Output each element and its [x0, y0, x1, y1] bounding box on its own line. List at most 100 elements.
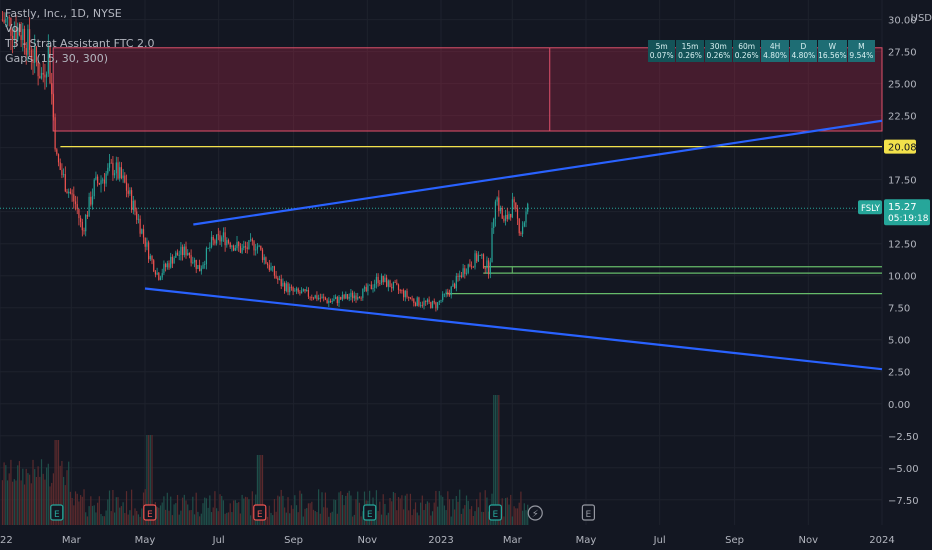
- volume-bar: [446, 510, 447, 525]
- candle-body: [175, 253, 176, 258]
- volume-bar: [396, 510, 397, 525]
- candle-body: [328, 301, 329, 303]
- volume-bar: [167, 493, 168, 525]
- timeframe-label: 60m: [733, 42, 760, 51]
- candle-body: [369, 285, 370, 286]
- volume-bar: [344, 505, 345, 525]
- volume-bar: [140, 517, 141, 525]
- candle-body: [43, 73, 44, 75]
- candle-body: [500, 208, 501, 211]
- candle-body: [119, 167, 120, 178]
- volume-bar: [180, 511, 181, 525]
- earnings-event-glyph: E: [257, 510, 263, 520]
- timeframe-cell: 60m 0.26%: [733, 40, 760, 62]
- candle-body: [495, 202, 496, 219]
- candle-body: [345, 294, 346, 298]
- gaps-indicator-label[interactable]: Gaps (15, 30, 300): [5, 51, 155, 66]
- candle-body: [143, 229, 144, 237]
- volume-indicator-label[interactable]: Vol: [5, 21, 155, 36]
- volume-bar: [126, 491, 127, 525]
- candle-body: [262, 250, 263, 260]
- timeframe-cell: D 4.80%: [790, 40, 817, 62]
- strat-indicator-label[interactable]: T3 - Strat Assistant FTC 2.0: [5, 36, 155, 51]
- volume-bar: [211, 512, 212, 525]
- volume-bar: [114, 513, 115, 525]
- volume-bar: [483, 512, 484, 525]
- candle-body: [72, 193, 73, 194]
- volume-bar: [223, 500, 224, 525]
- volume-bar: [451, 517, 452, 525]
- volume-bar: [408, 510, 409, 525]
- candle-body: [87, 215, 88, 217]
- timeframe-value: 0.07%: [648, 51, 675, 60]
- symbol-title[interactable]: Fastly, Inc., 1D, NYSE: [5, 6, 155, 21]
- volume-bar: [289, 513, 290, 525]
- candle-body: [202, 265, 203, 269]
- candle-body: [99, 183, 100, 184]
- volume-bar: [194, 514, 195, 525]
- volume-bar: [27, 473, 28, 525]
- candle-body: [214, 240, 215, 243]
- volume-bar: [413, 509, 414, 525]
- volume-bar: [12, 482, 13, 525]
- candle-body: [100, 180, 101, 184]
- candle-body: [82, 222, 83, 230]
- candle-body: [179, 255, 180, 256]
- volume-bar: [19, 461, 20, 525]
- volume-bar: [187, 504, 188, 525]
- volume-bar: [432, 511, 433, 525]
- volume-bar: [480, 492, 481, 525]
- volume-bar: [379, 502, 380, 525]
- volume-bar: [204, 498, 205, 525]
- volume-bar: [449, 499, 450, 525]
- candle-body: [116, 162, 117, 173]
- candle-body: [527, 204, 528, 212]
- volume-bar: [272, 515, 273, 525]
- candle-body: [378, 277, 379, 283]
- volume-bar: [192, 497, 193, 525]
- volume-bar: [138, 514, 139, 525]
- volume-bar: [247, 497, 248, 525]
- candle-body: [187, 253, 188, 255]
- candle-body: [418, 297, 419, 305]
- volume-bar: [22, 469, 23, 525]
- volume-bar: [306, 508, 307, 525]
- volume-bar: [386, 515, 387, 525]
- volume-bar: [162, 503, 163, 525]
- candle-body: [155, 271, 156, 274]
- volume-bar: [310, 503, 311, 525]
- price-tick-label: 10.00: [888, 272, 917, 283]
- candle-body: [112, 163, 113, 175]
- volume-bar: [422, 496, 423, 525]
- candle-body: [148, 242, 149, 259]
- volume-bar: [117, 497, 118, 525]
- volume-bar: [134, 508, 135, 525]
- candle-body: [395, 282, 396, 283]
- candle-body: [264, 257, 265, 260]
- volume-bar: [216, 508, 217, 525]
- volume-bar: [208, 508, 209, 525]
- candle-body: [189, 253, 190, 255]
- volume-bar: [286, 513, 287, 525]
- candle-body: [107, 168, 108, 174]
- candle-body: [342, 295, 343, 300]
- candle-body: [172, 257, 173, 264]
- volume-bar: [123, 502, 124, 525]
- candle-body: [466, 273, 467, 274]
- candle-body: [308, 290, 309, 297]
- volume-bar: [457, 502, 458, 525]
- volume-bar: [179, 515, 180, 525]
- candle-body: [117, 162, 118, 178]
- volume-bar: [514, 506, 515, 525]
- time-tick-label: Jul: [212, 535, 225, 546]
- volume-bar: [517, 508, 518, 525]
- volume-bar: [235, 500, 236, 525]
- timeframe-table: 5m 0.07% 15m 0.26% 30m 0.26% 60m 0.26% 4H 4.80% D 4…: [648, 40, 875, 62]
- split-event-glyph: ⚡: [532, 509, 539, 520]
- volume-bar: [435, 491, 436, 525]
- volume-bar: [43, 474, 44, 525]
- candle-body: [243, 246, 244, 248]
- candle-body: [150, 256, 151, 259]
- candle-body: [451, 287, 452, 296]
